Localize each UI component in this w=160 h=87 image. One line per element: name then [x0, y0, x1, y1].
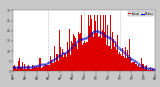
Legend: Actual, Median: Actual, Median — [128, 11, 154, 16]
